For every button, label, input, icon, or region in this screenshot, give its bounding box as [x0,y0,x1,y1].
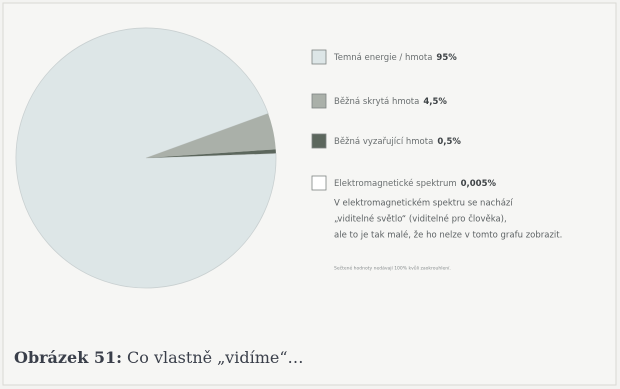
legend-label: Běžná skrytá hmota [334,97,419,107]
figure-label: Obrázek 51: [14,348,122,367]
chart-title: Co vlastně „vidíme“… [127,348,304,367]
legend-swatch [311,133,327,149]
legend-swatch [311,93,327,109]
legend-swatch [311,49,327,65]
pie-slice [146,149,276,158]
legend-value: 0,005% [461,179,497,189]
legend-entry: Běžná vyzařující hmota 0,5% [334,137,461,147]
legend-label: Temná energie / hmota [333,53,432,63]
legend-value: 0,5% [437,137,461,147]
note-line: „viditelné světlo“ (viditelné pro člověk… [334,214,507,225]
pie-slice [146,113,276,158]
note-line: ale to je tak malé, že ho nelze v tomto … [334,230,562,241]
pie-slice [15,27,277,289]
pie-slice [146,153,276,158]
legend-value: 95% [436,53,457,63]
legend-entry: Běžná skrytá hmota 4,5% [334,97,447,107]
legend-label: Elektromagnetické spektrum [334,178,457,189]
note-line: V elektromagnetickém spektru se nachází [334,198,513,209]
legend-swatch [311,175,327,191]
footnote: Sečtené hodnoty nedávají 100% kvůli zaok… [334,265,451,272]
legend-value: 4,5% [423,97,447,107]
legend-label: Běžná vyzařující hmota [334,137,433,147]
caption: Obrázek 51: Co vlastně „vidíme“… [14,348,304,367]
legend-entry: Elektromagnetické spektrum 0,005% [334,178,497,189]
legend-entry: Temná energie / hmota 95% [333,53,457,63]
